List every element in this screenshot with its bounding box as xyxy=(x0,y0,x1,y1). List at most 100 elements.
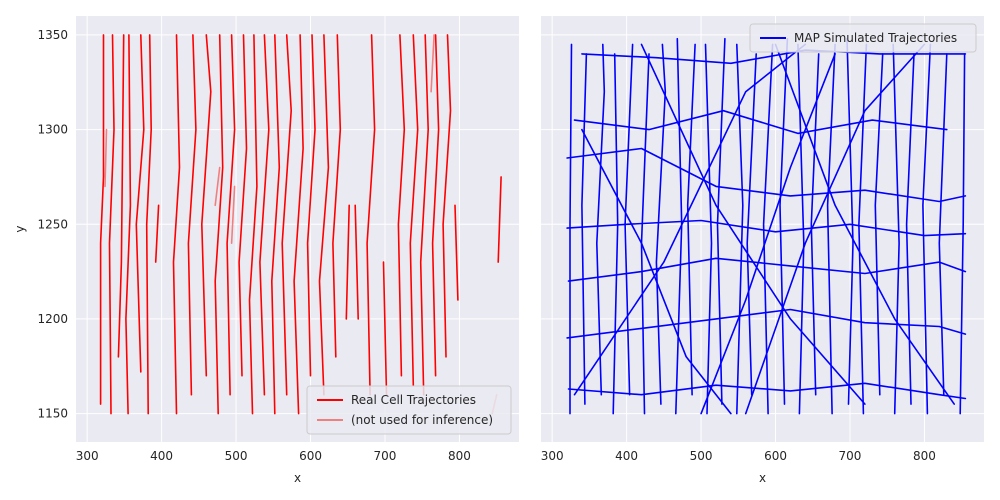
x-tick-label: 600 xyxy=(299,449,322,463)
trajectory-line xyxy=(454,204,459,301)
x-tick-label: 700 xyxy=(839,449,862,463)
trajectory-line xyxy=(201,34,212,377)
x-tick-label: 600 xyxy=(764,449,787,463)
trajectory-line xyxy=(567,382,967,400)
trajectory-line xyxy=(581,49,967,65)
trajectory-line xyxy=(686,43,696,396)
trajectory-line xyxy=(810,53,820,396)
trajectory-line xyxy=(581,53,588,405)
trajectory-line xyxy=(959,53,966,415)
trajectory-line xyxy=(409,34,419,387)
trajectory-line xyxy=(366,34,376,396)
x-tick-label: 400 xyxy=(150,449,173,463)
trajectory-line xyxy=(172,34,181,415)
legend-box xyxy=(306,385,512,435)
y-tick-label: 1350 xyxy=(37,28,68,42)
trajectory-line xyxy=(306,34,316,377)
trajectory-line xyxy=(354,204,360,320)
trajectory-line xyxy=(826,43,836,415)
legend-label: (not used for inference) xyxy=(351,413,493,427)
trajectory-line xyxy=(566,308,967,339)
trajectory-line xyxy=(99,34,105,405)
trajectory-line xyxy=(430,34,435,93)
trajectory-line xyxy=(248,34,258,415)
y-tick-label: 1300 xyxy=(37,123,68,137)
trajectory-line xyxy=(716,37,726,405)
trajectory-line xyxy=(187,34,197,396)
trajectory-line xyxy=(762,43,774,415)
plot-background xyxy=(541,16,984,442)
chart-panel-2: 300 400 500 600 700 800 x MAP Simulated Traject… xyxy=(541,16,984,485)
trajectory-line xyxy=(746,53,758,396)
y-tick-label: 1250 xyxy=(37,217,68,231)
trajectory-line xyxy=(397,34,406,377)
trajectory-line xyxy=(442,34,452,358)
trajectory-line xyxy=(640,43,866,405)
trajectory-line xyxy=(744,43,926,415)
legend: Real Cell Trajectories (not used for infe… xyxy=(306,385,512,435)
x-tick-label: 700 xyxy=(374,449,397,463)
x-axis-label: x xyxy=(759,471,766,485)
trajectory-group xyxy=(99,34,502,415)
x-tick-label: 400 xyxy=(615,449,638,463)
trajectory-line xyxy=(655,43,667,405)
trajectory-line xyxy=(125,34,132,415)
trajectory-line xyxy=(293,34,304,415)
trajectory-line xyxy=(874,53,884,396)
trajectory-line xyxy=(905,53,915,405)
y-tick-label: 1150 xyxy=(37,407,68,421)
trajectory-line xyxy=(567,257,967,282)
trajectory-line xyxy=(214,34,224,415)
trajectory-line xyxy=(497,176,502,263)
chart-panel-1: 300 400 500 600 700 800 1150 1200 1250 1300 1350 x y… xyxy=(13,16,519,485)
trajectory-line xyxy=(382,261,388,396)
y-tick-label: 1200 xyxy=(37,312,68,326)
trajectory-line xyxy=(595,43,606,396)
trajectory-line xyxy=(846,37,854,405)
trajectory-line xyxy=(892,43,900,415)
trajectory-line xyxy=(938,53,948,396)
x-tick-label: 300 xyxy=(76,449,99,463)
trajectory-line xyxy=(573,109,948,135)
trajectory-line xyxy=(922,43,932,415)
trajectory-line xyxy=(117,34,125,358)
trajectory-line xyxy=(230,185,236,244)
trajectory-line xyxy=(145,34,152,415)
trajectory-line xyxy=(135,34,145,373)
trajectory-line xyxy=(735,43,744,415)
trajectory-line xyxy=(332,34,342,358)
legend: MAP Simulated Trajectories xyxy=(749,23,977,53)
trajectory-line xyxy=(281,34,293,396)
trajectory-line xyxy=(259,34,270,396)
trajectory-line xyxy=(270,34,281,415)
y-axis-label: y xyxy=(13,225,27,232)
trajectory-line xyxy=(774,43,956,405)
trajectory-line xyxy=(581,128,732,415)
x-tick-label: 800 xyxy=(913,449,936,463)
trajectory-line xyxy=(104,128,108,188)
trajectory-line xyxy=(431,34,440,377)
trajectory-line xyxy=(214,166,221,207)
x-tick-label: 800 xyxy=(448,449,471,463)
trajectory-line xyxy=(238,34,248,377)
trajectory-line xyxy=(573,43,807,396)
trajectory-line xyxy=(226,34,236,396)
trajectory-line xyxy=(569,43,573,415)
x-tick-label: 500 xyxy=(225,449,248,463)
x-axis-label: x xyxy=(294,471,301,485)
trajectory-line xyxy=(108,34,115,415)
trajectory-line xyxy=(318,34,330,396)
trajectory-group xyxy=(566,37,967,415)
trajectory-line xyxy=(700,53,836,415)
trajectory-line xyxy=(345,204,351,320)
trajectory-line xyxy=(566,147,967,203)
trajectory-line xyxy=(779,37,789,405)
trajectory-line xyxy=(704,43,713,415)
legend-label: Real Cell Trajectories xyxy=(351,393,476,407)
legend-label: MAP Simulated Trajectories xyxy=(794,31,957,45)
trajectory-line xyxy=(154,204,160,263)
trajectory-line xyxy=(419,34,430,396)
trajectory-line xyxy=(566,219,967,237)
legend-box xyxy=(749,23,977,53)
